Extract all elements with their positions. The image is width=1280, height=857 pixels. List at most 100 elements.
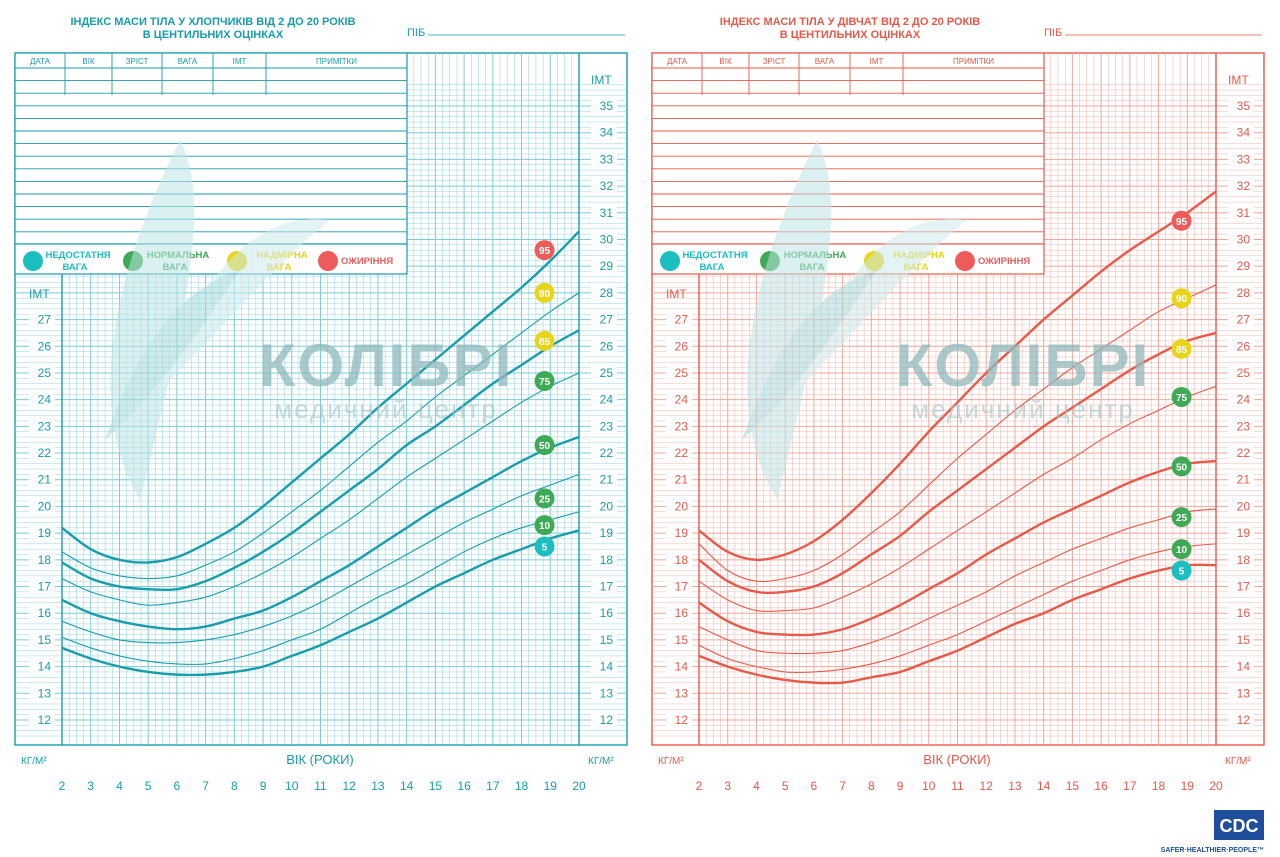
percentile-badge: [534, 240, 555, 261]
tick-label-bg: [1228, 259, 1254, 273]
x-tick-label: 17: [1123, 779, 1137, 793]
x-tick-label: 2: [696, 779, 703, 793]
tick-label-bg: [666, 312, 692, 326]
percentile-line-5: [698, 563, 1217, 685]
tick-label-bg: [666, 446, 692, 460]
x-axis-label: ВІК (РОКИ): [923, 752, 991, 767]
legend: НЕДОСТАТНЯВАГАНОРМАЛЬНАВАГАНАДМІРНАВАГАО…: [651, 243, 1045, 275]
x-tick-label: 7: [839, 779, 846, 793]
percentile-line-75: [61, 372, 580, 606]
x-tick-label: 19: [1181, 779, 1195, 793]
x-tick-label: 9: [260, 779, 267, 793]
unit-label-right: КГ/М²: [588, 756, 614, 767]
chart-title: ІНДЕКС МАСИ ТІЛА У ДІВЧАТ ВІД 2 ДО 20 РО…: [720, 16, 981, 28]
name-label: ПІБ: [1044, 27, 1062, 39]
y-tick-label-right: 19: [1237, 526, 1251, 540]
percentile-line-25: [61, 473, 580, 644]
y-tick-label-left: 13: [38, 686, 52, 700]
percentile-badge: [1171, 288, 1192, 309]
tick-label-bg: [591, 419, 617, 433]
percentile-badge: [1171, 507, 1192, 528]
tick-label-bg: [666, 526, 692, 540]
tick-label-bg: [591, 125, 617, 139]
x-tick-label: 5: [782, 779, 789, 793]
y-tick-label-right: 24: [600, 393, 614, 407]
percentile-badge: [534, 515, 555, 536]
percentile-line-50: [698, 459, 1217, 637]
y-tick-label-left: 26: [38, 339, 52, 353]
y-tick-label-right: 22: [1237, 446, 1251, 460]
tick-label-bg: [29, 365, 55, 379]
y-tick-label-right: 35: [600, 99, 614, 113]
tick-label-bg: [591, 632, 617, 646]
tick-label-bg: [1228, 632, 1254, 646]
y-tick-label-left: 15: [38, 633, 52, 647]
legend-label: ОЖИРІННЯ: [341, 256, 393, 267]
y-tick-label-right: 14: [1237, 660, 1251, 674]
tick-label-bg: [591, 339, 617, 353]
y-tick-label-right: 27: [1237, 313, 1251, 327]
x-tick-label: 3: [87, 779, 94, 793]
tick-label-bg: [666, 632, 692, 646]
y-tick-label-left: 13: [675, 686, 689, 700]
x-tick-label: 16: [1094, 779, 1108, 793]
table-header: ПРИМІТКИ: [316, 57, 357, 66]
tick-label-bg: [1228, 392, 1254, 406]
percentile-line-5: [61, 529, 580, 677]
y-tick-label-right: 15: [1237, 633, 1251, 647]
x-tick-label: 4: [116, 779, 123, 793]
y-tick-label-left: 25: [675, 366, 689, 380]
table-header: ЗРІСТ: [763, 57, 786, 66]
x-tick-label: 5: [145, 779, 152, 793]
percentile-badge-label: 5: [1179, 567, 1185, 578]
tick-label-bg: [1228, 99, 1254, 112]
watermark-brand: КОЛІБРІ: [259, 332, 513, 399]
percentile-line-10: [61, 511, 580, 665]
tick-label-bg: [1228, 285, 1254, 299]
watermark-brand: КОЛІБРІ: [896, 332, 1150, 399]
tick-label-bg: [591, 285, 617, 299]
chart-subtitle: В ЦЕНТИЛЬНИХ ОЦІНКАХ: [780, 29, 921, 41]
record-table-bg: [651, 52, 1045, 245]
x-tick-label: 20: [1209, 779, 1223, 793]
table-header: ІМТ: [233, 57, 247, 66]
y-tick-label-left: 20: [675, 499, 689, 513]
tick-label-bg: [591, 552, 617, 566]
y-tick-label-left: 18: [38, 553, 52, 567]
y-tick-label-right: 22: [600, 446, 614, 460]
y-tick-label-right: 21: [1237, 473, 1251, 487]
y-tick-label-right: 31: [600, 206, 614, 220]
cdc-logo: CDC SAFER·HEALTHIER·PEOPLE™: [1161, 810, 1264, 854]
tick-label-bg: [666, 606, 692, 620]
tick-label-bg: [591, 179, 617, 193]
tick-label-bg: [29, 526, 55, 540]
tick-label-bg: [666, 713, 692, 726]
y-tick-label-right: 26: [600, 339, 614, 353]
y-tick-label-right: 17: [1237, 580, 1251, 594]
y-tick-label-left: 18: [675, 553, 689, 567]
y-tick-label-left: 19: [38, 526, 52, 540]
x-tick-label: 14: [400, 779, 414, 793]
tick-label-bg: [1228, 339, 1254, 353]
y-tick-label-right: 28: [1237, 286, 1251, 300]
x-tick-label: 16: [457, 779, 471, 793]
tick-label-bg: [666, 552, 692, 566]
percentile-line-85: [61, 329, 580, 592]
y-tick-label-left: 14: [675, 660, 689, 674]
percentile-badge: [1171, 539, 1192, 560]
tick-label-bg: [1228, 526, 1254, 540]
legend-label: ВАГА: [700, 262, 725, 273]
percentile-badge: [534, 488, 555, 509]
percentile-line-95: [698, 190, 1217, 562]
tick-label-bg: [29, 312, 55, 326]
percentile-badges: 95 90 85 75 50 25 10 5: [534, 240, 555, 557]
cdc-tagline: SAFER·HEALTHIER·PEOPLE™: [1161, 847, 1264, 854]
unit-label-right: КГ/М²: [1225, 756, 1251, 767]
x-tick-label: 12: [980, 779, 994, 793]
percentile-badge-label: 25: [539, 494, 551, 505]
y-tick-label-left: 15: [675, 633, 689, 647]
x-tick-label: 6: [174, 779, 181, 793]
legend-label: ВАГА: [63, 262, 88, 273]
tick-label-bg: [1228, 579, 1254, 593]
